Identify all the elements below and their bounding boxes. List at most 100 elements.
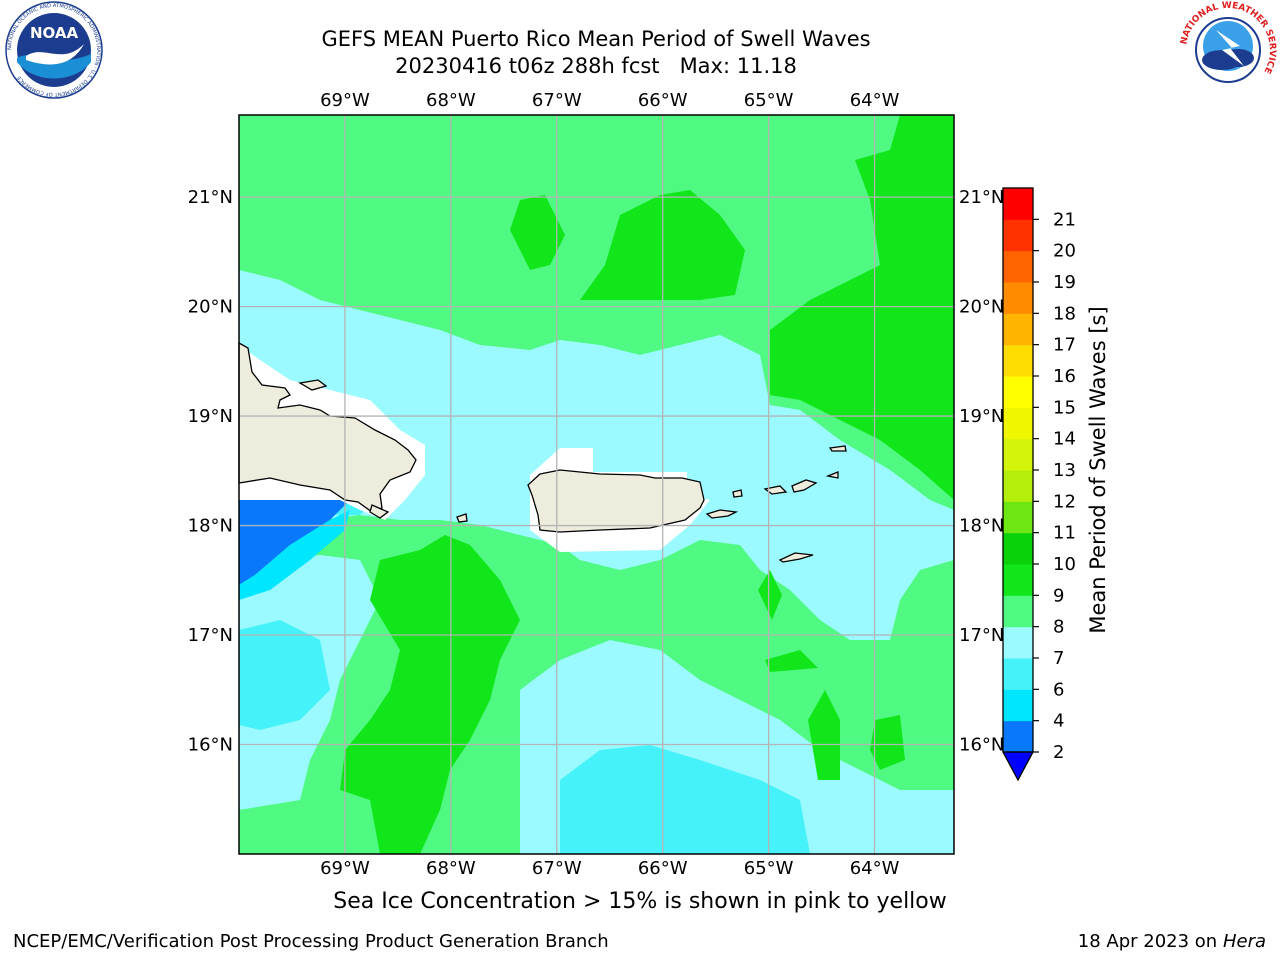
- longitude-label: 69°W: [320, 90, 370, 111]
- latitude-label: 18°N: [959, 516, 1004, 537]
- colorbar-tick-label: 21: [1053, 209, 1076, 230]
- footer-credit: NCEP/EMC/Verification Post Processing Pr…: [13, 931, 609, 952]
- lat-lon-gridlines: [239, 115, 954, 854]
- longitude-label: 64°W: [850, 90, 900, 111]
- longitude-labels-top: 69°W 68°W 67°W 66°W 65°W 64°W: [320, 90, 900, 111]
- latitude-label: 19°N: [188, 406, 233, 427]
- period-zone-7-8-southwest: [239, 620, 330, 730]
- period-zone-10-11-south-west: [340, 535, 520, 854]
- colorbar-segment: [1003, 250, 1033, 283]
- colorbar-segment: [1003, 376, 1033, 408]
- colorbar-segment: [1003, 313, 1033, 346]
- colorbar-tick-label: 16: [1053, 366, 1076, 387]
- culebra-island: [732, 489, 743, 498]
- colorbar-tick-label: 6: [1053, 679, 1064, 700]
- latitude-label: 21°N: [188, 187, 233, 208]
- noaa-logo-text: NOAA: [30, 24, 79, 42]
- colorbar-tick-label: 20: [1053, 241, 1076, 262]
- colorbar-segment: [1003, 344, 1033, 377]
- chart-title: GEFS MEAN Puerto Rico Mean Period of Swe…: [296, 26, 896, 80]
- colorbar-segment: [1003, 720, 1033, 753]
- period-zone-4-6-southwest: [239, 510, 350, 600]
- colorbar-tick-label: 18: [1053, 303, 1076, 324]
- nws-logo: NATIONAL WEATHER SERVICE: [1179, 1, 1277, 98]
- colorbar-tick-label: 4: [1053, 711, 1064, 732]
- colorbar-tick-label: 10: [1053, 554, 1076, 575]
- longitude-label: 67°W: [532, 90, 582, 111]
- period-zone-10-11-north-west: [510, 195, 565, 270]
- longitude-label: 65°W: [744, 858, 794, 879]
- footer-machine: Hera: [1222, 931, 1266, 952]
- colorbar: 2 4 6 7 8 9 10 11 12 13 14 15 16 17 18 19 20 21: [1001, 187, 1076, 782]
- colorbar-tick-label: 11: [1053, 523, 1076, 544]
- latitude-label: 20°N: [188, 297, 233, 318]
- longitude-label: 69°W: [320, 858, 370, 879]
- longitude-label: 66°W: [638, 858, 688, 879]
- latitude-labels-right: 21°N 20°N 19°N 18°N 17°N 16°N: [959, 187, 1004, 755]
- colorbar-segment: [1003, 658, 1033, 690]
- longitude-label: 65°W: [744, 90, 794, 111]
- latitude-label: 18°N: [188, 516, 233, 537]
- period-zone-8-9-central: [239, 270, 954, 640]
- colorbar-tick-label: 7: [1053, 648, 1064, 669]
- colorbar-segment: [1003, 470, 1033, 502]
- colorbar-segment: [1003, 407, 1033, 440]
- map-frame: 69°W 68°W 67°W 66°W 65°W 64°W 69°W 68°W 67°W 66°…: [188, 90, 1005, 879]
- colorbar-segment: [1003, 595, 1033, 628]
- period-zone-10-11-small-southeast: [758, 570, 782, 620]
- colorbar-tick-label: 9: [1053, 585, 1064, 606]
- colorbar-segment: [1003, 282, 1033, 314]
- period-zone-10-11-east-sliver: [765, 650, 818, 672]
- longitude-label: 67°W: [532, 858, 582, 879]
- colorbar-tick-label: 17: [1053, 335, 1076, 356]
- colorbar-tick-label: 15: [1053, 397, 1076, 418]
- vieques-island: [705, 509, 739, 519]
- latitude-label: 16°N: [959, 735, 1004, 756]
- st-croix-island: [778, 552, 814, 563]
- land-masses: [238, 341, 847, 563]
- title-line-2: 20230416 t06z 288h fcst Max: 11.18: [395, 54, 797, 78]
- colorbar-tick-label: 12: [1053, 491, 1076, 512]
- longitude-labels-bottom: 69°W 68°W 67°W 66°W 65°W 64°W: [320, 858, 900, 879]
- period-zone-10-11-small-east: [870, 715, 905, 770]
- period-zone-10-11-south-east: [808, 690, 840, 780]
- footer-date: 18 Apr 2023 on Hera: [1078, 931, 1266, 952]
- period-zone-2-4-southwest: [239, 500, 350, 585]
- latitude-label: 17°N: [959, 625, 1004, 646]
- colorbar-segment: [1003, 219, 1033, 252]
- colorbar-tick-label: 2: [1053, 742, 1064, 763]
- colorbar-tick-label: 19: [1053, 272, 1076, 293]
- virgin-islands-3: [825, 471, 839, 479]
- longitude-label: 66°W: [638, 90, 688, 111]
- hispaniola-land: [238, 341, 417, 513]
- latitude-labels-left: 21°N 20°N 19°N 18°N 17°N 16°N: [188, 187, 233, 755]
- sea-ice-note: Sea Ice Concentration > 15% is shown in …: [333, 889, 947, 914]
- map-border: [238, 114, 955, 855]
- mona-island: [456, 513, 468, 523]
- latitude-label: 21°N: [959, 187, 1004, 208]
- puerto-rico-land: [527, 469, 705, 533]
- colorbar-segment: [1003, 564, 1033, 596]
- colorbar-tick-label: 14: [1053, 429, 1076, 450]
- longitude-label: 68°W: [426, 858, 476, 879]
- cay-samana: [369, 504, 390, 519]
- colorbar-label: Mean Period of Swell Waves [s]: [1086, 306, 1110, 634]
- colorbar-segment: [1003, 501, 1033, 534]
- colorbar-segment: [1003, 188, 1033, 220]
- colorbar-extend-arrow: [1001, 751, 1035, 782]
- latitude-label: 17°N: [188, 625, 233, 646]
- colorbar-tick-label: 13: [1053, 460, 1076, 481]
- longitude-label: 68°W: [426, 90, 476, 111]
- cay-north-hispaniola: [298, 379, 328, 391]
- virgin-islands-1: [763, 485, 788, 495]
- anguilla-island: [828, 445, 847, 452]
- colorbar-segment: [1003, 689, 1033, 722]
- latitude-label: 20°N: [959, 297, 1004, 318]
- virgin-islands-2: [791, 479, 818, 493]
- longitude-label: 64°W: [850, 858, 900, 879]
- colorbar-segment: [1003, 438, 1033, 471]
- latitude-label: 19°N: [959, 406, 1004, 427]
- noaa-logo: NATIONAL OCEANIC AND ATMOSPHERIC ADMINIS…: [5, 1, 103, 99]
- latitude-label: 16°N: [188, 735, 233, 756]
